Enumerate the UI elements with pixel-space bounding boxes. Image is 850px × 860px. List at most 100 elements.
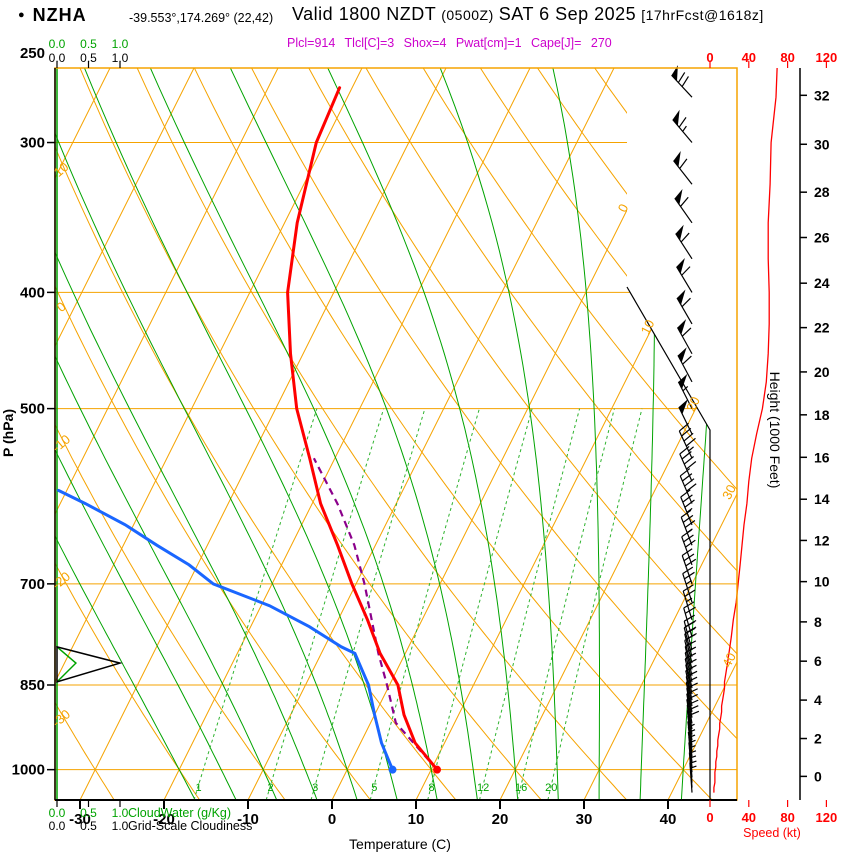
speed-tick-label-top: 80 (780, 50, 794, 65)
valid-date: SAT 6 Sep 2025 (498, 4, 637, 24)
pressure-tick-label: 300 (20, 135, 45, 152)
mixing-ratio-line (310, 408, 426, 800)
isotherm-line (331, 68, 699, 800)
surface-temp-dot (433, 765, 442, 774)
mixing-ratio-label: 8 (428, 782, 434, 794)
height-tick-label: 10 (814, 574, 830, 590)
wind-barb (679, 468, 697, 504)
mixing-ratio-line (427, 408, 533, 800)
cloudwater-scale-bottom: 0.0 (49, 806, 66, 820)
moist-adiabat-line (639, 68, 656, 800)
parcel-curve (312, 457, 438, 771)
wind-speed-profile (713, 68, 778, 793)
moist-adiabat-line (547, 68, 600, 800)
pressure-axis-title: P (hPa) (0, 409, 16, 457)
height-tick-label: 28 (814, 184, 830, 200)
moist-adiabat-line (141, 68, 438, 800)
speed-tick-label-bottom: 120 (816, 810, 838, 825)
cloudwater-scale-top: 1.0 (112, 37, 129, 51)
speed-panel-divider (626, 286, 711, 800)
height-tick-label: 14 (814, 491, 830, 507)
moist-adiabat-line (55, 68, 196, 800)
speed-tick-label-bottom: 80 (780, 810, 794, 825)
isotherm-line (667, 68, 737, 800)
isotherm-label: 40 (719, 650, 739, 670)
height-tick-label: 0 (814, 768, 822, 784)
dry-adiabat-label: -10 (49, 432, 73, 456)
isotherm-label: 0 (615, 201, 632, 214)
sounding-params: Plcl=914 Tlcl[C]=3 Shox=4 Pwat[cm]=1 Cap… (287, 36, 612, 50)
moist-adiabat-line (317, 68, 519, 800)
dry-adiabat-line (71, 68, 542, 800)
mixing-ratio-line (479, 408, 581, 800)
height-tick-label: 26 (814, 230, 830, 246)
axis-ticks (47, 61, 828, 809)
isotherm-line (583, 68, 737, 800)
wind-barb (672, 109, 693, 143)
height-tick-label: 32 (814, 87, 830, 103)
wind-barb (673, 151, 693, 185)
dry-adiabat-line (55, 68, 286, 800)
speed-tick-label-top: 0 (706, 50, 713, 65)
isotherm-line (499, 68, 737, 800)
isotherm-label: 20 (683, 394, 703, 414)
height-axis-title: Height (1000 Feet) (767, 372, 783, 489)
temp-tick-label: 30 (576, 811, 593, 828)
mixing-ratio-line (193, 408, 318, 800)
height-tick-label: 24 (814, 275, 830, 291)
cloudiness-scale-bottom: 0.5 (80, 819, 97, 833)
height-tick-label: 22 (814, 320, 830, 336)
pressure-tick-label: 250 (20, 45, 45, 62)
height-tick-label: 12 (814, 532, 830, 548)
dewpoint-curve (56, 488, 394, 772)
cloudwater-profile (56, 645, 123, 683)
cloudwater-scale-top: 0.0 (49, 37, 66, 51)
wind-barb (677, 347, 693, 383)
cloudwater-scale-top: 0.5 (80, 37, 97, 51)
height-tick-label: 30 (814, 136, 830, 152)
mixing-ratio-label: 12 (477, 782, 489, 794)
dry-adiabat-line (127, 68, 628, 800)
cloudwater-scale-bottom: 1.0 (112, 806, 129, 820)
height-tick-label: 6 (814, 653, 822, 669)
sounding-curves (56, 86, 442, 774)
mixing-ratio-label: 20 (545, 782, 557, 794)
mixing-ratio-label: 16 (515, 782, 527, 794)
height-tick-label: 2 (814, 731, 822, 747)
station-title: ● NZHA (18, 5, 87, 26)
dry-adiabat-line (580, 68, 737, 800)
dry-adiabat-line (55, 68, 115, 800)
mixing-ratio-label: 3 (312, 782, 318, 794)
dry-adiabat-line (55, 68, 201, 800)
valid-z: (0500Z) (441, 7, 494, 23)
height-tick-label: 4 (814, 692, 822, 708)
isotherm-line (79, 68, 447, 800)
temp-tick-label: 10 (408, 811, 425, 828)
dry-adiabat-line (55, 68, 457, 800)
station-coords: -39.553°,174.269° (22,42) (129, 11, 274, 25)
mixing-ratio-line (369, 408, 480, 800)
wind-barb (678, 399, 693, 435)
speed-tick-label-bottom: 0 (706, 810, 713, 825)
temp-tick-label: 0 (328, 811, 336, 828)
wind-barb (676, 289, 693, 325)
cloudiness-scale-top: 0.5 (80, 51, 97, 65)
cloudiness-scale-top: 0.0 (49, 51, 66, 65)
pressure-tick-label: 400 (20, 284, 45, 301)
pressure-tick-label: 1000 (12, 762, 45, 779)
cloudwater-scale-bottom: 0.5 (80, 806, 97, 820)
forecast-hour: [17hrFcst@1618z] (641, 7, 764, 23)
valid-time: Valid 1800 NZDT (0500Z) SAT 6 Sep 2025 [17h… (292, 4, 769, 25)
speed-tick-label-top: 40 (742, 50, 756, 65)
isotherm-label: 30 (719, 482, 739, 502)
isotherm-label: 10 (638, 317, 658, 337)
wind-barb (676, 319, 693, 355)
cloudiness-scale-top: 1.0 (112, 51, 129, 65)
temp-tick-label: 40 (660, 811, 677, 828)
height-tick-label: 8 (814, 614, 822, 630)
dry-adiabat-line (240, 68, 737, 800)
wind-barb (674, 189, 693, 224)
moist-adiabat-line (431, 68, 559, 800)
speed-tick-label-bottom: 40 (742, 810, 756, 825)
